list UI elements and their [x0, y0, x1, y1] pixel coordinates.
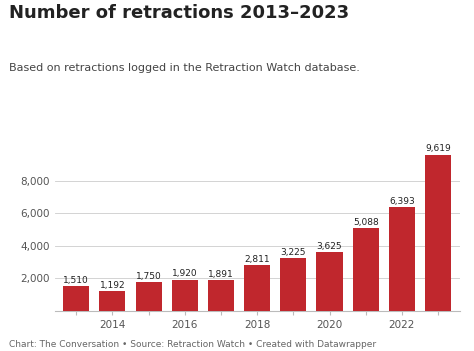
Text: 3,225: 3,225: [281, 248, 306, 257]
Bar: [389, 207, 415, 311]
Bar: [317, 252, 343, 311]
Bar: [63, 286, 89, 311]
Text: Chart: The Conversation • Source: Retraction Watch • Created with Datawrapper: Chart: The Conversation • Source: Retrac…: [9, 340, 377, 349]
Text: Based on retractions logged in the Retraction Watch database.: Based on retractions logged in the Retra…: [9, 63, 360, 73]
Bar: [100, 291, 126, 311]
Text: 2,811: 2,811: [244, 255, 270, 264]
Text: 6,393: 6,393: [389, 197, 415, 206]
Bar: [280, 258, 306, 311]
Bar: [208, 280, 234, 311]
Bar: [172, 279, 198, 311]
Text: 3,625: 3,625: [317, 241, 342, 251]
Text: 1,750: 1,750: [136, 272, 162, 281]
Bar: [353, 228, 379, 311]
Text: 1,891: 1,891: [208, 270, 234, 279]
Text: 1,920: 1,920: [172, 269, 198, 278]
Text: 1,510: 1,510: [64, 276, 89, 285]
Bar: [244, 265, 270, 311]
Bar: [425, 155, 451, 311]
Text: Number of retractions 2013–2023: Number of retractions 2013–2023: [9, 4, 350, 21]
Text: 1,192: 1,192: [100, 281, 125, 290]
Text: 9,619: 9,619: [425, 144, 451, 153]
Text: 5,088: 5,088: [353, 218, 379, 227]
Bar: [136, 282, 162, 311]
